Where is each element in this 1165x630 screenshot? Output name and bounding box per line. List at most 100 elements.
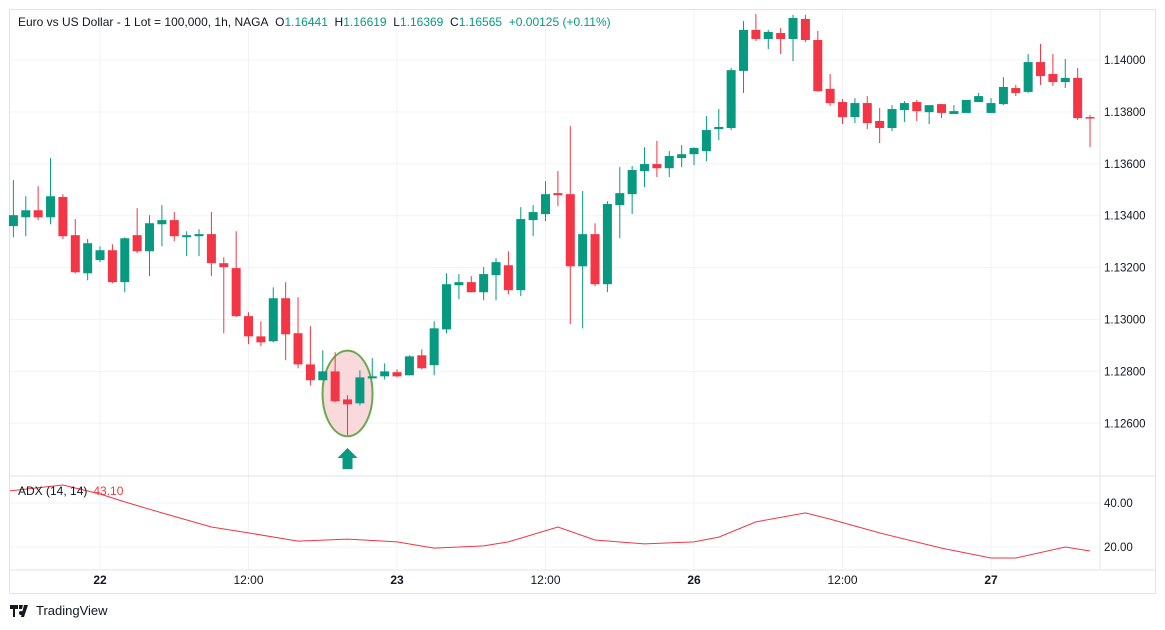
candle-body (318, 371, 328, 381)
price-tick-label: 1.13000 (1104, 315, 1146, 327)
candle (293, 297, 303, 369)
candle (392, 369, 402, 378)
candle-body (454, 282, 464, 286)
candle (417, 349, 427, 370)
candle-body (887, 109, 897, 128)
candle (219, 257, 229, 334)
open-label: O (275, 15, 285, 29)
candle-body (677, 154, 687, 159)
candle (850, 98, 860, 124)
candle (875, 108, 885, 144)
candle (813, 30, 823, 92)
candle (318, 350, 328, 381)
candle (21, 196, 31, 237)
candle (776, 28, 786, 55)
candle-body (689, 147, 699, 155)
candle-body (875, 120, 885, 128)
time-axis: 22 12:00 23 12:00 26 12:00 27 (93, 573, 998, 587)
candle-body (70, 235, 80, 273)
candle-body (528, 212, 538, 221)
candle (256, 321, 266, 347)
candle (157, 205, 167, 247)
candle (46, 158, 56, 225)
candle (1085, 115, 1095, 148)
candle (788, 14, 798, 62)
price-tick-label: 1.12600 (1104, 418, 1146, 430)
up-arrow-icon (337, 448, 358, 469)
candle-body (330, 371, 340, 402)
candle (429, 321, 439, 376)
candle (627, 166, 637, 215)
candles (8, 14, 1095, 436)
candle (231, 231, 241, 318)
arrow-layer (337, 448, 358, 469)
candle-body (664, 156, 674, 169)
candle (986, 98, 996, 113)
candle (1073, 68, 1083, 120)
candle-body (256, 336, 266, 343)
candle (343, 395, 353, 436)
candle-body (813, 40, 823, 92)
candle-body (516, 219, 526, 291)
price-tick-label: 1.14000 (1104, 55, 1146, 67)
candle (367, 358, 377, 379)
candle-body (1060, 77, 1070, 83)
time-tick-label: 26 (687, 573, 701, 587)
candle-body (739, 29, 749, 71)
candle-body (380, 371, 390, 377)
candle (330, 352, 340, 403)
candle-body (1073, 77, 1083, 119)
candle-body (838, 102, 848, 118)
candle-body (788, 17, 798, 39)
candle-body (998, 86, 1008, 105)
candle-body (293, 333, 303, 365)
candle (800, 14, 810, 43)
candle-body (392, 372, 402, 377)
candle-body (961, 99, 971, 113)
candle-body (701, 130, 711, 152)
candle (701, 116, 711, 162)
candle (553, 171, 563, 207)
candle (194, 229, 204, 257)
time-tick-label: 12:00 (234, 573, 264, 587)
candle (1048, 54, 1058, 86)
candle (70, 219, 80, 274)
candle-body (194, 234, 204, 237)
candle-body (8, 215, 18, 227)
low-value: 1.16369 (399, 15, 444, 29)
candle (169, 212, 179, 242)
candle (1060, 58, 1070, 89)
candle (58, 194, 68, 240)
candle-body (83, 243, 93, 274)
time-tick-label: 22 (93, 573, 107, 587)
tradingview-logo-icon (10, 604, 28, 617)
candle (1036, 43, 1046, 85)
chart-frame (9, 9, 1156, 594)
candle (182, 231, 192, 257)
candle-body (763, 31, 773, 39)
candle-body (107, 250, 117, 283)
candle-body (615, 193, 625, 206)
candle-body (503, 265, 513, 291)
price-tick-label: 1.13400 (1104, 211, 1146, 223)
candle (503, 251, 513, 295)
time-tick-label: 12:00 (531, 573, 561, 587)
adx-legend[interactable]: ADX (14, 14) 43.10 (18, 484, 123, 498)
candle-body (1023, 62, 1033, 92)
candle-body (491, 262, 501, 276)
candle-body (751, 29, 761, 39)
candle-body (924, 105, 934, 113)
tradingview-footer[interactable]: TradingView (10, 603, 108, 618)
price-tick-label: 1.13200 (1104, 263, 1146, 275)
candle-body (343, 399, 353, 405)
candle (602, 201, 612, 293)
candle (652, 140, 662, 178)
price-axis: 1.14000 1.13800 1.13600 1.13400 1.13200 1.130… (1104, 55, 1146, 430)
adx-line (9, 484, 1091, 559)
candle (206, 212, 216, 277)
candle (281, 282, 291, 361)
candle (541, 181, 551, 222)
candle (590, 223, 600, 287)
candle-body (157, 220, 167, 225)
